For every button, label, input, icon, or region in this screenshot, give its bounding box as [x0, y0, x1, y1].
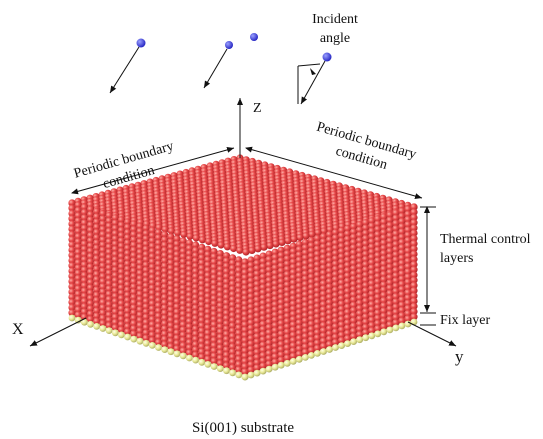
- atom: [224, 243, 231, 250]
- atom: [211, 363, 218, 370]
- atom: [272, 364, 279, 371]
- atom: [302, 354, 309, 361]
- atom: [320, 348, 327, 355]
- atom: [87, 321, 94, 328]
- atom-lattice: [68, 154, 417, 380]
- atom: [75, 317, 82, 324]
- atom: [393, 325, 400, 332]
- atom: [326, 346, 333, 353]
- atom: [137, 338, 144, 345]
- atom: [205, 238, 212, 245]
- atom: [374, 330, 381, 337]
- atom: [168, 348, 175, 355]
- x-label: X: [12, 321, 24, 338]
- incident-label: Incident: [312, 12, 358, 27]
- atom: [350, 338, 357, 345]
- arrow: [110, 47, 139, 93]
- atom: [242, 374, 249, 381]
- atom: [332, 344, 339, 351]
- y-label: y: [455, 347, 464, 366]
- atom: [260, 368, 267, 375]
- atom: [236, 247, 243, 254]
- atom: [112, 329, 119, 336]
- atom: [186, 355, 193, 362]
- atom: [314, 350, 321, 357]
- atom: [174, 350, 181, 357]
- atom: [399, 323, 406, 330]
- atom: [362, 334, 369, 341]
- atom: [278, 362, 285, 369]
- angle-mark: [310, 68, 316, 75]
- atom: [217, 365, 224, 372]
- figure: Incident angle Z Periodic boundary condi…: [0, 0, 543, 439]
- atom: [356, 336, 363, 343]
- atom: [187, 233, 194, 240]
- atom: [368, 332, 375, 339]
- thermal-label: layers: [440, 251, 473, 266]
- atom: [198, 359, 205, 366]
- atom: [180, 231, 187, 238]
- atom: [106, 327, 113, 334]
- atom: [180, 353, 187, 360]
- z-label: Z: [253, 101, 262, 116]
- atom: [387, 327, 394, 334]
- atom: [229, 369, 236, 376]
- atom: [124, 334, 131, 341]
- atom: [100, 325, 107, 332]
- atom: [284, 360, 291, 367]
- incident-atoms: [110, 33, 332, 104]
- thermal-label: Thermal control: [440, 232, 531, 247]
- atom: [405, 321, 412, 328]
- atom: [344, 340, 351, 347]
- atom: [250, 33, 258, 41]
- incident-label: angle: [320, 31, 350, 46]
- atom: [254, 370, 261, 377]
- atom: [137, 39, 146, 48]
- atom: [296, 356, 303, 363]
- atom: [199, 236, 206, 243]
- atom: [193, 234, 200, 241]
- atom: [155, 344, 162, 351]
- substrate-label: Si(001) substrate: [192, 420, 294, 436]
- atom: [411, 319, 418, 326]
- atom: [266, 366, 273, 373]
- arrow: [301, 61, 325, 104]
- arrow: [204, 49, 227, 88]
- atom: [380, 328, 387, 335]
- atom: [211, 240, 218, 247]
- atom: [93, 323, 100, 330]
- atom: [338, 342, 345, 349]
- atom: [248, 372, 255, 379]
- atom: [323, 53, 332, 62]
- atom: [149, 342, 156, 349]
- atom: [192, 357, 199, 364]
- angle-line: [298, 64, 320, 66]
- fix-label: Fix layer: [440, 313, 490, 328]
- atom: [223, 367, 230, 374]
- atom: [143, 340, 150, 347]
- x-axis: [30, 318, 86, 346]
- atom: [161, 346, 168, 353]
- atom: [308, 352, 315, 359]
- atom: [225, 41, 233, 49]
- atom: [69, 315, 76, 322]
- atom: [118, 332, 125, 339]
- atom: [230, 245, 237, 252]
- atom: [218, 241, 225, 248]
- atom: [242, 248, 249, 255]
- atom: [205, 361, 212, 368]
- atom: [235, 372, 242, 379]
- atom: [130, 336, 137, 343]
- atom: [290, 358, 297, 365]
